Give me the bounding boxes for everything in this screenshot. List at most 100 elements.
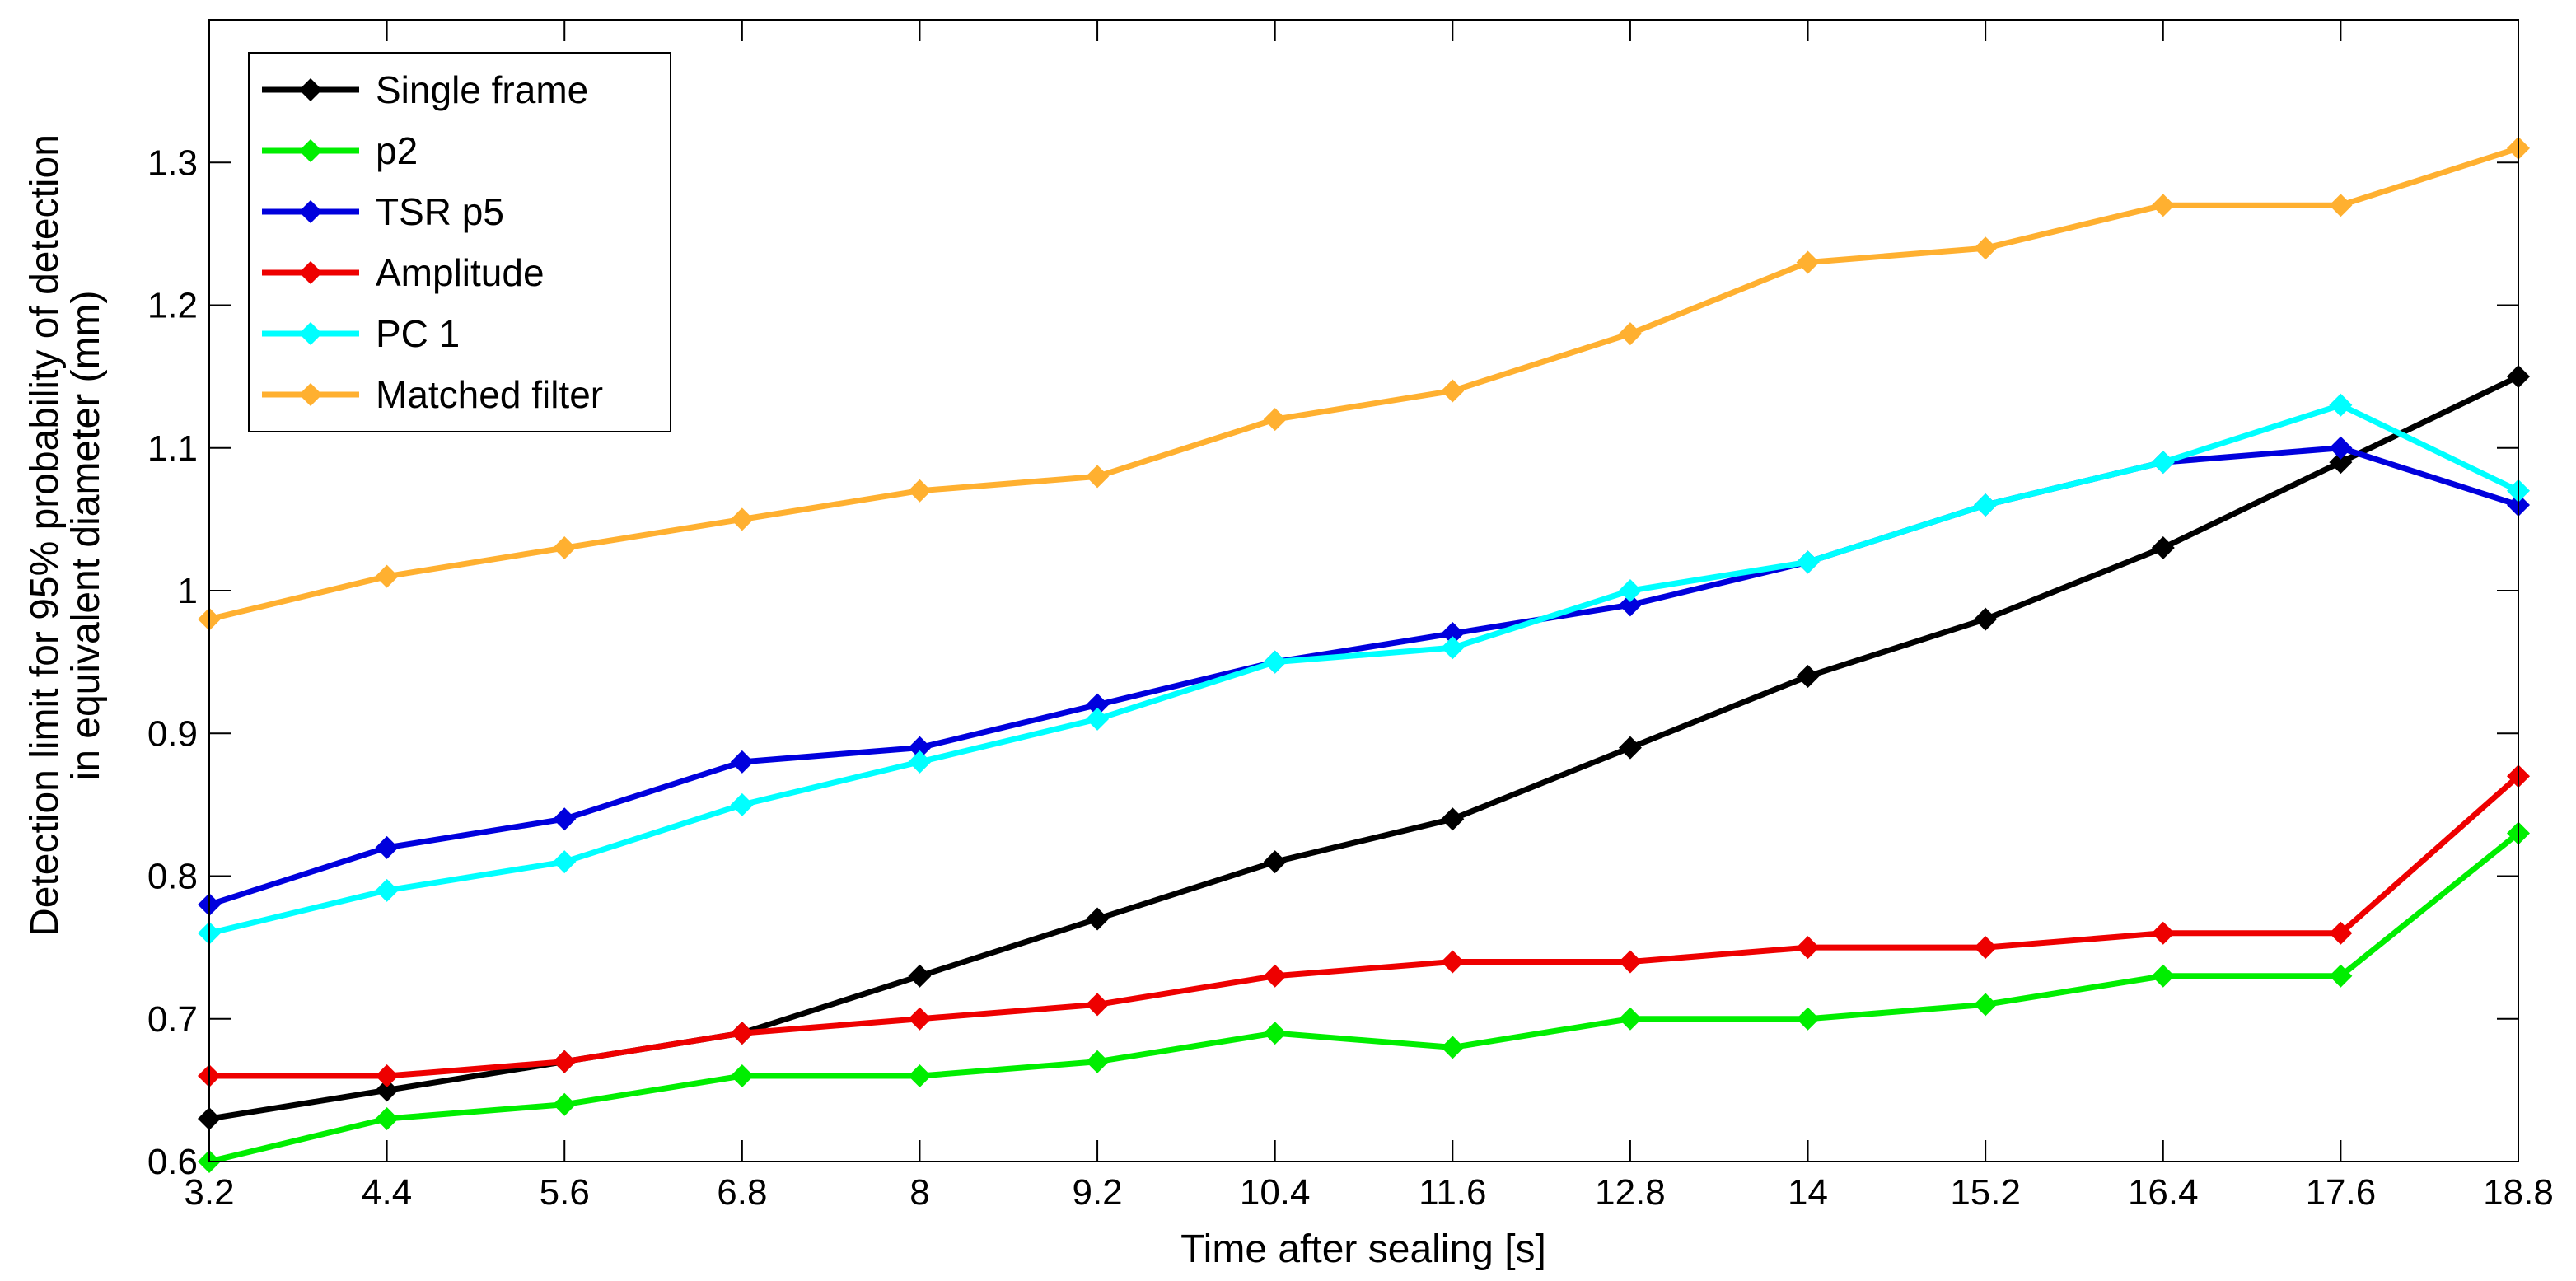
- legend-item: p2: [262, 129, 418, 172]
- series-amplitude: [198, 764, 2530, 1088]
- data-point: [1618, 1007, 1642, 1031]
- series-line: [209, 774, 2521, 1079]
- y-tick-label: 0.8: [147, 857, 198, 897]
- data-point: [2151, 536, 2175, 560]
- data-point: [2329, 194, 2353, 217]
- legend-marker: [299, 383, 322, 406]
- plot-frame: [208, 19, 2519, 1162]
- data-point: [1441, 1036, 1465, 1059]
- legend-marker: [299, 139, 322, 162]
- data-point: [1796, 1007, 1820, 1031]
- series-line: [208, 830, 2521, 1165]
- data-point: [1263, 964, 1287, 988]
- data-point: [1086, 907, 1110, 931]
- data-point: [1441, 621, 1465, 645]
- x-tick-label: 3.2: [184, 1172, 234, 1213]
- data-point: [553, 1050, 577, 1073]
- legend-label: Single frame: [376, 68, 588, 111]
- x-tick-label: 12.8: [1595, 1172, 1666, 1213]
- legend-item: Matched filter: [262, 373, 603, 416]
- data-point: [1263, 1022, 1287, 1045]
- data-point: [1086, 993, 1110, 1017]
- data-point: [730, 1064, 754, 1088]
- data-point: [553, 536, 577, 560]
- series-line: [208, 402, 2520, 937]
- data-point: [1618, 736, 1642, 760]
- series-line: [208, 145, 2520, 623]
- legend-item: TSR p5: [262, 190, 504, 233]
- x-tick-label: 5.6: [540, 1172, 590, 1213]
- data-point: [2329, 393, 2353, 417]
- data-point: [1796, 936, 1820, 960]
- legend-label: Matched filter: [376, 373, 603, 416]
- y-tick-label: 0.6: [147, 1142, 198, 1182]
- data-point: [1974, 607, 1998, 631]
- y-axis-title-line-2: in equivalent diameter (mm): [64, 291, 108, 781]
- data-point: [730, 507, 754, 531]
- data-point: [553, 1092, 577, 1116]
- data-point: [375, 835, 399, 859]
- data-point: [553, 807, 577, 831]
- y-tick-label: 1.2: [147, 286, 198, 326]
- legend-marker: [299, 78, 322, 101]
- data-point: [1796, 250, 1820, 274]
- data-point: [1086, 1050, 1110, 1073]
- data-point: [908, 736, 932, 760]
- data-point: [1618, 322, 1642, 346]
- data-point: [375, 878, 399, 902]
- data-point: [1974, 236, 1998, 260]
- data-point: [1974, 936, 1998, 960]
- y-tick-label: 0.9: [147, 713, 198, 754]
- data-point: [2151, 451, 2175, 475]
- data-point: [1086, 693, 1110, 717]
- x-tick-label: 4.4: [362, 1172, 412, 1213]
- x-tick-label: 16.4: [2128, 1172, 2199, 1213]
- axes: 3.2 4.4 5.6 6.8 8 9.2 10.4 11.6 12.8 14 15.2 16.4 17…: [147, 20, 2554, 1213]
- x-tick-label: 8: [909, 1172, 929, 1213]
- legend-marker: [299, 200, 322, 223]
- data-point: [2329, 964, 2353, 988]
- data-point: [1441, 807, 1465, 831]
- data-point: [1618, 950, 1642, 974]
- x-tick-label: 6.8: [717, 1172, 767, 1213]
- x-tick-label: 9.2: [1072, 1172, 1122, 1213]
- data-point: [1263, 850, 1287, 874]
- data-point: [2151, 921, 2175, 945]
- data-point: [2329, 921, 2353, 945]
- data-point: [1086, 465, 1110, 489]
- data-point: [2329, 436, 2353, 460]
- data-point: [1441, 950, 1465, 974]
- y-tick-label: 1: [178, 571, 198, 611]
- data-point: [1974, 493, 1998, 517]
- data-point: [1796, 550, 1820, 574]
- legend-item: Amplitude: [262, 251, 545, 294]
- data-point: [553, 850, 577, 874]
- data-point: [908, 1007, 932, 1031]
- legend-marker: [299, 261, 322, 284]
- data-point: [908, 479, 932, 503]
- data-point: [1086, 707, 1110, 731]
- data-point: [908, 750, 932, 774]
- data-point: [730, 1022, 754, 1045]
- data-point: [908, 964, 932, 988]
- data-point: [1796, 664, 1820, 688]
- x-axis-title: Time after sealing [s]: [1180, 1227, 1546, 1271]
- data-point: [375, 564, 399, 588]
- data-point: [1441, 636, 1465, 660]
- y-tick-label: 0.7: [147, 999, 198, 1040]
- x-tick-label: 15.2: [1950, 1172, 2021, 1213]
- y-tick-label: 1.1: [147, 428, 198, 469]
- legend-label: PC 1: [376, 312, 460, 355]
- data-point: [908, 1064, 932, 1088]
- legend: Single frame p2 TSR p5 Amplitude PC 1 Matched…: [248, 52, 671, 432]
- legend-label: Amplitude: [376, 251, 545, 294]
- data-point: [375, 1078, 399, 1102]
- data-point: [375, 1107, 399, 1131]
- legend-marker: [299, 322, 322, 345]
- data-point: [375, 1064, 399, 1088]
- x-tick-label: 18.8: [2483, 1172, 2554, 1213]
- legend-item: Single frame: [262, 68, 588, 111]
- legend-item: PC 1: [262, 312, 460, 355]
- data-point: [2151, 194, 2175, 217]
